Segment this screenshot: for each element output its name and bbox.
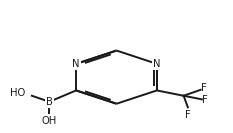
Text: HO: HO xyxy=(10,88,25,98)
Text: N: N xyxy=(153,59,161,69)
Text: F: F xyxy=(201,83,207,93)
Text: F: F xyxy=(185,110,191,120)
Text: N: N xyxy=(72,59,80,69)
Text: OH: OH xyxy=(42,116,57,126)
Text: B: B xyxy=(46,97,53,107)
Text: F: F xyxy=(202,95,208,105)
